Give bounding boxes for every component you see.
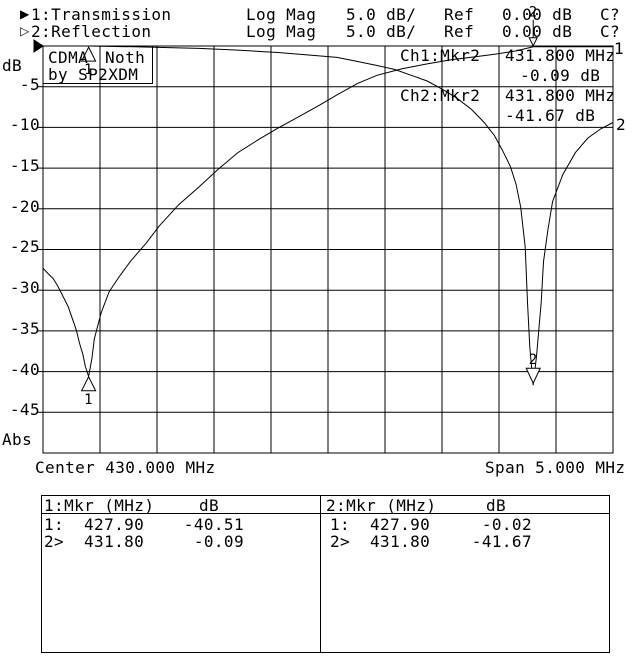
y-tick-label: -35	[9, 319, 40, 338]
table1-row2-value: -0.09	[193, 532, 244, 551]
ch1-marker-readout-value: -0.09 dB	[520, 66, 601, 85]
channel1-trace-label: 1:Transmission	[31, 5, 172, 24]
trace-title-box: CDMA Noth by SP2XDM	[43, 46, 153, 84]
channel2-format-label: Log Mag	[246, 22, 317, 41]
channel2-ref-value: 0.00 dB	[502, 22, 573, 41]
x-axis-span-label: Span 5.000 MHz	[485, 458, 626, 477]
table1-header-unit: dB	[199, 496, 220, 515]
ch1-marker-readout-freq: 431.800 MHz	[505, 46, 616, 65]
table1-row1-value: -40.51	[183, 515, 244, 534]
y-tick-label: -10	[9, 115, 40, 134]
channel1-cal-status: C?	[600, 5, 621, 24]
x-axis-center-label: Center 430.000 MHz	[35, 458, 216, 477]
trace2-end-label: 2	[616, 115, 627, 134]
table2-row1-num: 1:	[330, 515, 351, 534]
title-line2: by SP2XDM	[48, 65, 139, 84]
title-line1-left: CDMA	[48, 48, 89, 67]
marker-table-header-rule	[41, 513, 610, 514]
y-tick-label: -45	[9, 400, 40, 419]
table1-header-label: 1:Mkr (MHz)	[44, 496, 155, 515]
table2-header-unit: dB	[486, 496, 507, 515]
table2-row1-freq: 427.90	[370, 515, 431, 534]
table1-row1-freq: 427.90	[84, 515, 145, 534]
y-tick-label: -40	[9, 360, 40, 379]
svg-text:1: 1	[84, 392, 93, 408]
title-line1-right: Noth	[105, 48, 146, 67]
channel1-active-triangle-icon: ▶	[20, 7, 30, 21]
svg-text:1: 1	[84, 62, 93, 78]
y-tick-label: -15	[9, 156, 40, 175]
svg-text:2: 2	[529, 352, 538, 368]
channel1-ref-label: Ref	[444, 5, 475, 24]
channel2-scale-value: 5.0 dB/	[346, 22, 417, 41]
y-axis-abs-label: Abs	[2, 430, 33, 449]
ch2-marker-readout-freq: 431.800 MHz	[505, 86, 616, 105]
ch2-marker-readout-label: Ch2:Mkr2	[400, 86, 481, 105]
y-axis-unit-label: dB	[2, 56, 23, 75]
y-tick-label: -20	[9, 197, 40, 216]
channel2-cal-status: C?	[600, 22, 621, 41]
table2-row2-freq: 431.80	[370, 532, 431, 551]
channel1-ref-value: 0.00 dB	[502, 5, 573, 24]
marker-table-box	[41, 495, 610, 653]
marker-table-divider	[320, 495, 321, 653]
channel1-format-label: Log Mag	[246, 5, 317, 24]
table1-row1-num: 1:	[44, 515, 65, 534]
svg-text:2: 2	[529, 5, 538, 21]
trace1-end-label: 1	[614, 39, 625, 58]
channel1-scale-value: 5.0 dB/	[346, 5, 417, 24]
y-tick-label: -30	[9, 278, 40, 297]
y-tick-label: -5	[19, 75, 40, 94]
channel2-ref-label: Ref	[444, 22, 475, 41]
channel2-trace-label: 2:Reflection	[31, 22, 152, 41]
table1-row2-num: 2>	[44, 532, 65, 551]
table2-header-label: 2:Mkr (MHz)	[326, 496, 437, 515]
channel2-inactive-triangle-icon: ▷	[20, 24, 30, 38]
table2-row1-value: -0.02	[481, 515, 532, 534]
table2-row2-num: 2>	[330, 532, 351, 551]
y-tick-label: -25	[9, 237, 40, 256]
ch2-marker-readout-value: -41.67 dB	[505, 106, 596, 125]
ch1-marker-readout-label: Ch1:Mkr2	[400, 46, 481, 65]
table1-row2-freq: 431.80	[84, 532, 145, 551]
table2-row2-value: -41.67	[471, 532, 532, 551]
